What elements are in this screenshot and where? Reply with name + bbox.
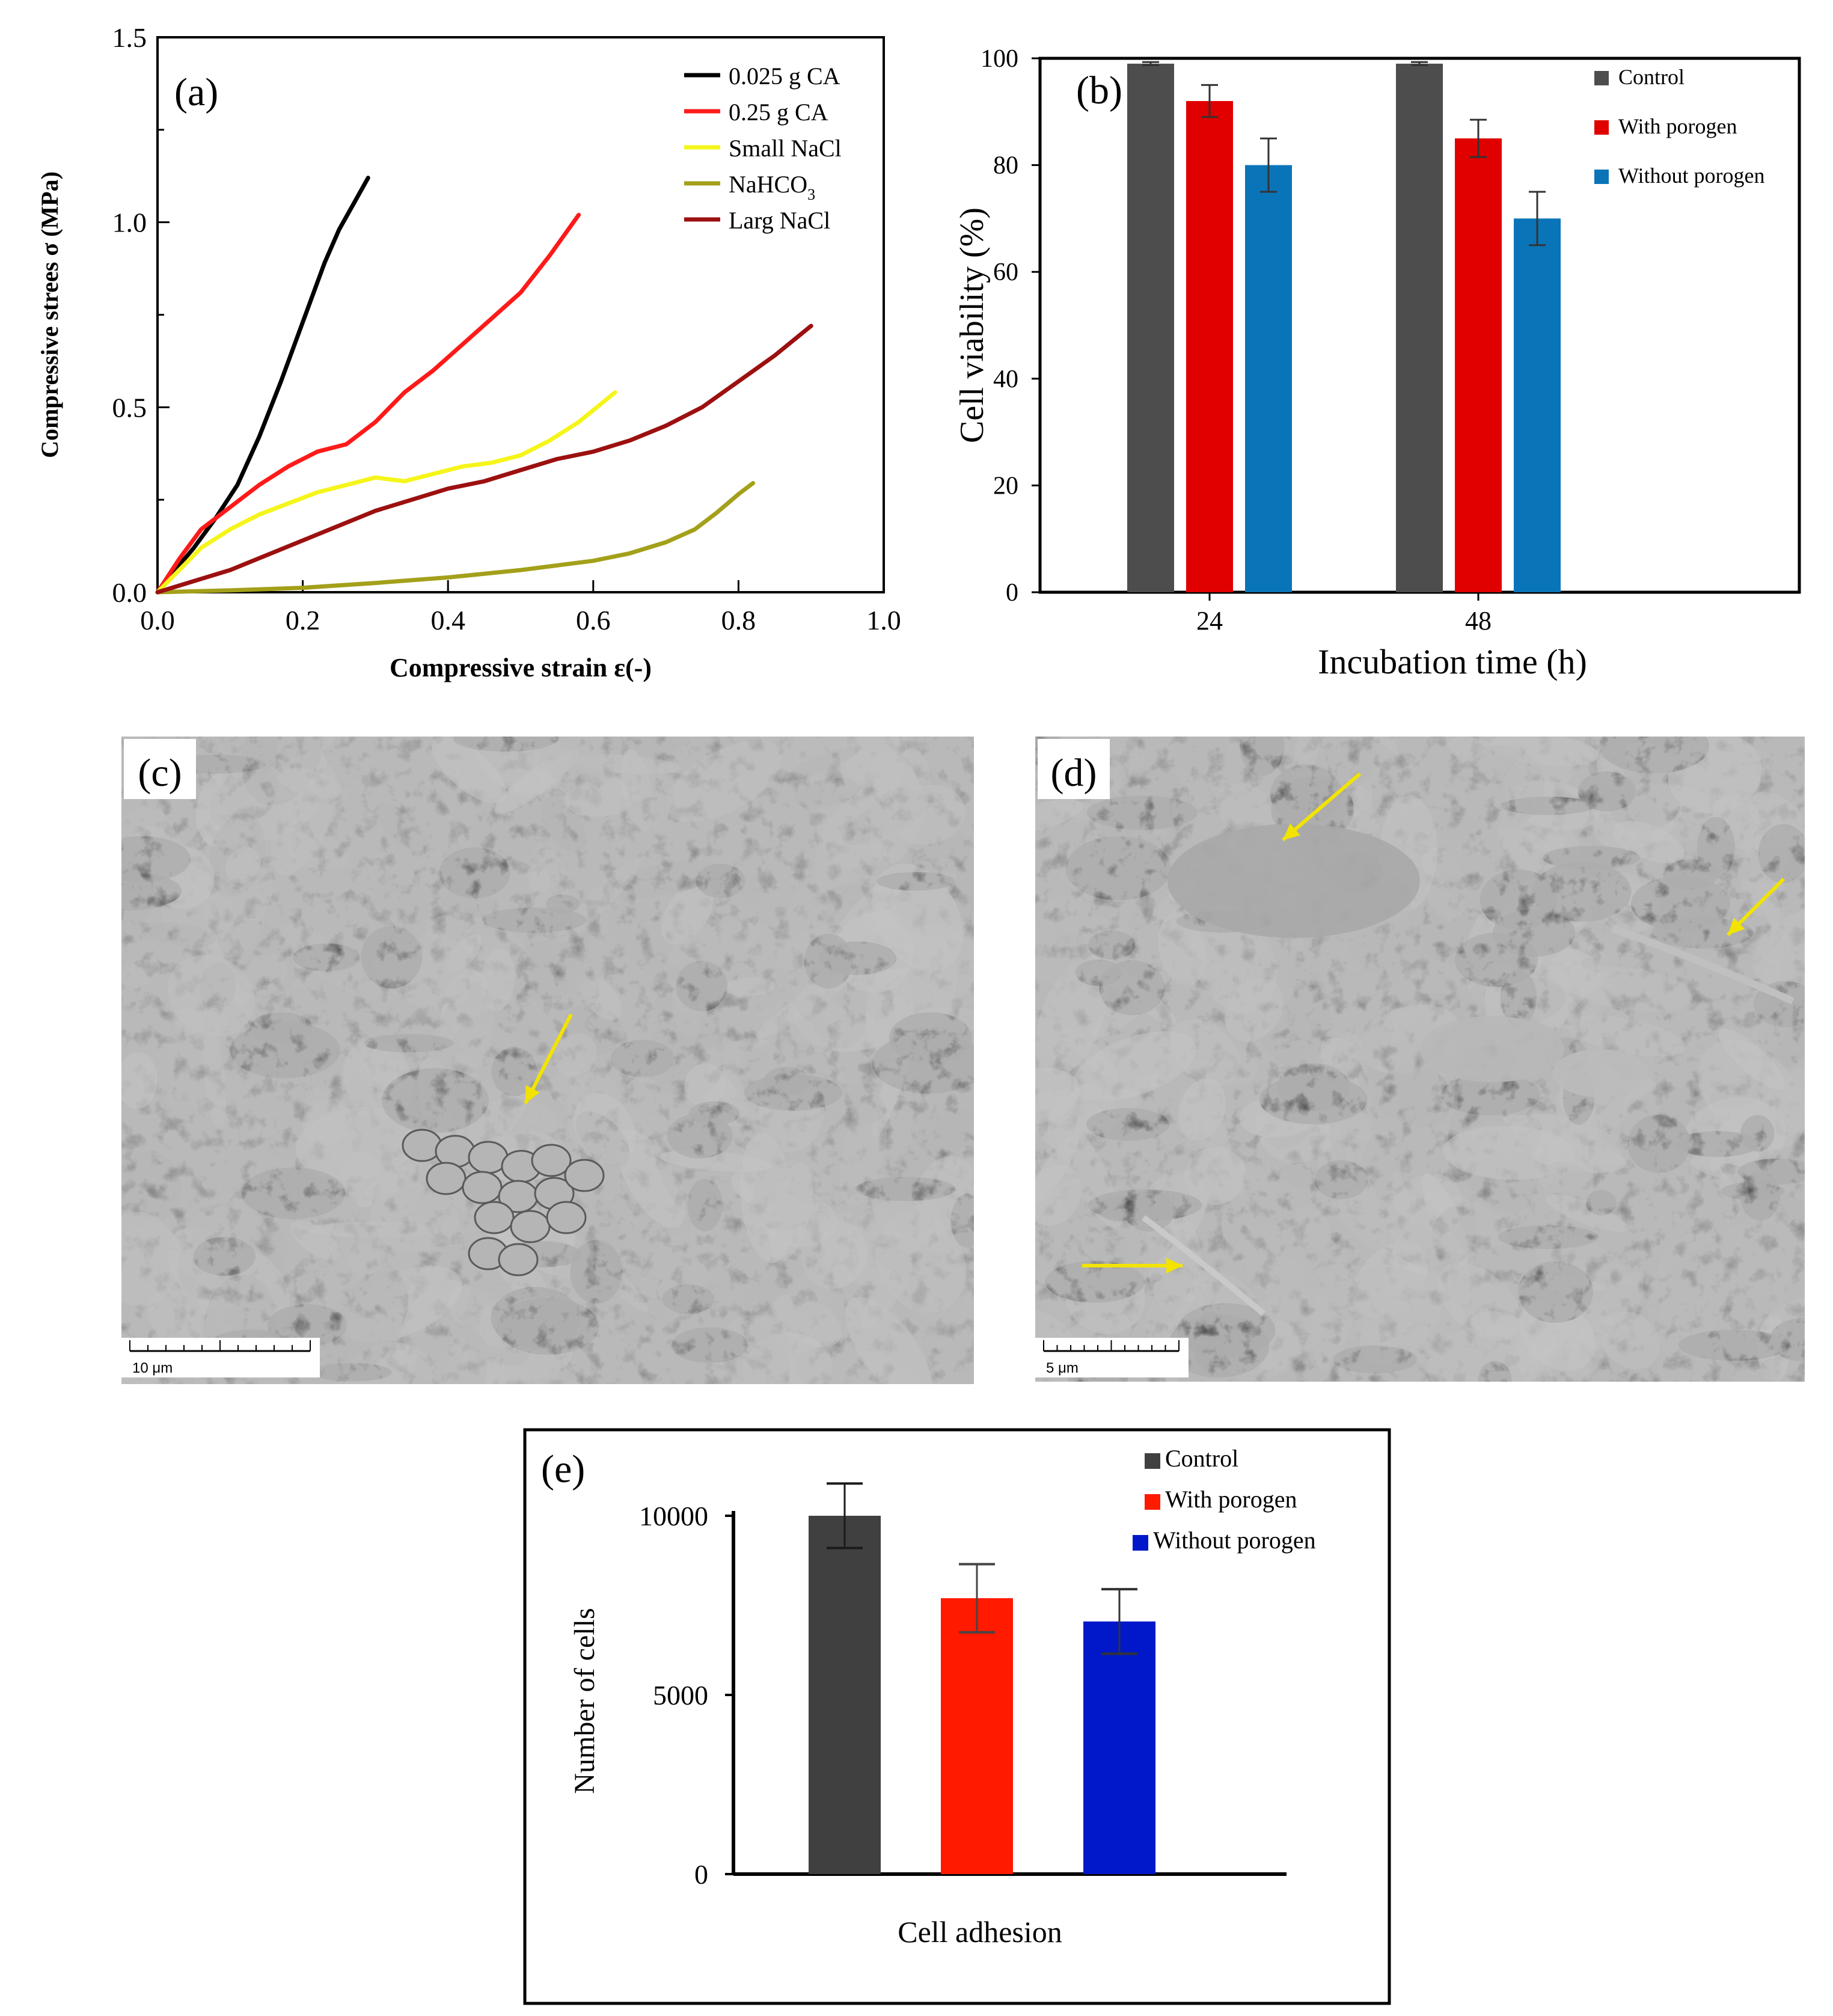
y-tick-label-e: 0 [694,1859,708,1890]
x-tick-label-a: 0.8 [721,605,756,636]
legend-label-a-2: Small NaCl [729,135,842,162]
legend-swatch-e-2 [1133,1535,1148,1551]
cell [510,1210,551,1243]
bar-b-0 [1127,63,1174,592]
legend-label-e-0: Control [1165,1445,1238,1472]
panel-label-d-box [1038,739,1110,799]
x-axis-label-e: Cell adhesion [898,1915,1062,1949]
panel-e: 0 5000 10000 Cell adhesion Number of cells (e… [523,1428,1395,2005]
y-tick-label-a: 1.0 [112,207,147,238]
panel-label-e: (e) [541,1447,585,1491]
panel-label-a: (a) [174,70,218,114]
legend-label-b-0: Control [1618,65,1685,89]
x-tick-label-b: 24 [1196,606,1223,636]
micrograph-c-svg: (c) 10 μm [121,737,974,1384]
cell [462,1171,503,1204]
y-tick-label-b: 80 [993,152,1018,180]
cell [402,1129,442,1162]
bar-b-0 [1396,63,1443,592]
legend-label-a-4: Larg NaCl [729,207,830,234]
legend-swatch-b-2 [1594,170,1609,184]
cell [498,1243,539,1276]
x-tick-label-a: 0.4 [430,605,465,636]
y-tick-label-e: 5000 [653,1680,708,1711]
arrow-c-head [525,1085,540,1103]
arrow-d-2-head [1728,918,1745,935]
bar-b-2 [1514,218,1561,592]
panel-frame-e [523,1428,1391,2005]
legend-swatch-b-0 [1594,71,1609,85]
x-axis-label-a: Compressive strain ε(-) [390,653,652,682]
panel-label-d: (d) [1051,751,1097,795]
legend-swatch-e-1 [1145,1494,1160,1510]
y-tick-label-b: 40 [993,366,1018,393]
panel-label-c-box [124,739,196,799]
x-tick-label-a: 0.6 [576,605,611,636]
arrow-d-3-head [1166,1257,1183,1274]
legend-swatch-e-0 [1145,1453,1160,1469]
cell-filopodium [1611,925,1795,1005]
chart-b-svg: 0 20 40 60 80 100 24 48 Incubation time (h) Cell … [953,45,1801,681]
x-axis-label-b: Incubation time (h) [1318,642,1587,681]
cell-body [1167,824,1420,938]
bar-b-2 [1245,165,1292,593]
legend-label-b-2: Without porogen [1618,164,1765,188]
panel-c-micrograph: (c) 10 μm [121,737,974,1384]
y-tick-label-a: 1.5 [112,22,147,53]
bar-e-2 [1083,1621,1155,1874]
legend-label-e-1: With porogen [1165,1486,1297,1513]
arrow-d-1-head [1283,823,1300,840]
panel-label-c: (c) [138,751,182,795]
legend-label-b-1: With porogen [1618,114,1737,138]
series-line-a-0 [155,176,370,595]
scale-bar-c-text: 10 μm [132,1360,173,1376]
panel-a: 0.0 0.2 0.4 0.6 0.8 1.0 0.0 0.5 1.0 1.5 Compressiv… [0,0,902,691]
x-tick-label-b: 48 [1465,606,1492,636]
legend-label-a-1: 0.25 g CA [729,99,828,126]
panel-d-micrograph: (d) 5 μm [1035,737,1805,1382]
bar-e-0 [809,1516,881,1874]
arrow-c [524,1013,573,1105]
x-tick-label-a: 1.0 [866,605,901,636]
y-tick-label-e: 10000 [639,1501,708,1531]
legend-label-a-0: 0.025 g CA [729,63,840,90]
cell [474,1201,515,1234]
cell-body [1420,1016,1564,1082]
x-tick-label-a: 0.2 [286,605,320,636]
chart-e-svg: 0 5000 10000 Cell adhesion Number of cells (e… [523,1428,1391,2005]
y-tick-label-b: 20 [993,472,1018,500]
panel-b: 0 20 40 60 80 100 24 48 Incubation time (h) Cell … [914,0,1833,691]
cell-body [1552,1049,1648,1097]
y-tick-label-a: 0.0 [112,577,147,608]
legend-label-e-2: Without porogen [1153,1527,1316,1554]
grain-overlay [1035,737,1805,1382]
cell [531,1144,572,1177]
cell [564,1159,605,1192]
series-line-a-1 [155,212,581,595]
series-line-a-3 [155,481,756,595]
cell [426,1162,467,1195]
y-tick-label-b: 60 [993,259,1018,286]
x-tick-label-a: 0.0 [140,605,175,636]
y-tick-label-b: 0 [1006,579,1018,607]
bar-e-1 [941,1598,1013,1874]
y-tick-label-b: 100 [981,45,1018,73]
cell [546,1201,587,1234]
legend-swatch-b-1 [1594,120,1609,135]
bar-b-1 [1455,138,1502,592]
panel-label-b: (b) [1076,69,1122,112]
scale-bar-d-text: 5 μm [1046,1360,1079,1376]
series-line-a-4 [155,323,813,595]
legend-label-a-3: NaHCO3 [729,171,815,203]
cell-filopodium [1141,1215,1266,1316]
y-axis-label-b: Cell viability (%) [953,207,991,443]
chart-a-svg: 0.0 0.2 0.4 0.6 0.8 1.0 0.0 0.5 1.0 1.5 Compressiv… [36,22,901,682]
series-line-a-2 [155,390,617,595]
bar-b-1 [1186,101,1233,593]
micrograph-d-svg: (d) 5 μm [1035,737,1805,1382]
y-axis-label-e: Number of cells [569,1608,601,1794]
arrow-d-1 [1282,772,1361,842]
y-tick-label-a: 0.5 [112,392,147,423]
y-axis-label-a: Compressive strees σ (MPa) [36,171,63,458]
